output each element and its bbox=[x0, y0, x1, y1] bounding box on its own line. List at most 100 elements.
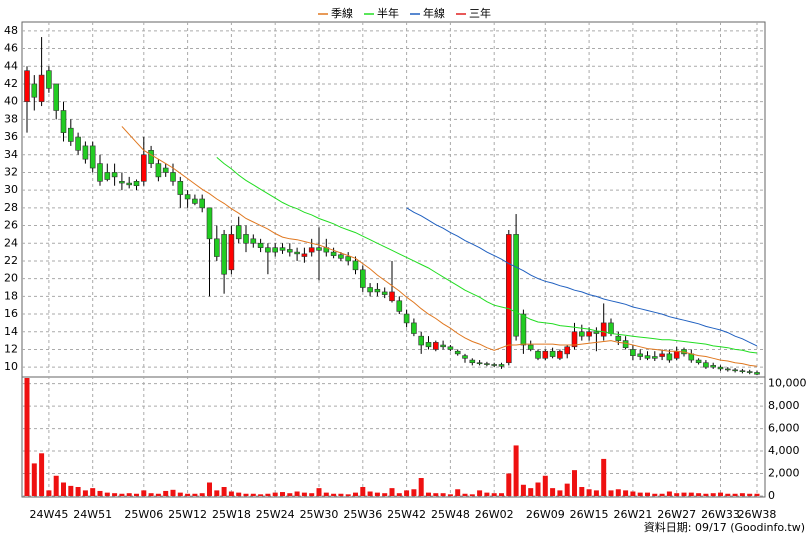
candle-body bbox=[615, 335, 622, 341]
candle-body bbox=[316, 247, 322, 251]
y2-tick-label: 8,000 bbox=[768, 399, 800, 412]
candle-body bbox=[549, 350, 556, 357]
candle-body bbox=[367, 287, 373, 293]
volume-bar bbox=[104, 492, 110, 496]
x-tick-label: 24W45 bbox=[29, 508, 68, 521]
candle-body bbox=[345, 256, 352, 262]
volume-bar bbox=[382, 493, 388, 496]
volume-bar bbox=[404, 490, 410, 496]
candle-body bbox=[571, 331, 578, 348]
ma-line bbox=[216, 157, 758, 354]
candle-body bbox=[111, 172, 118, 178]
volume-bar bbox=[396, 493, 402, 496]
volume-bar bbox=[615, 489, 621, 496]
y2-tick-label: 4,000 bbox=[768, 444, 800, 457]
volume-bar bbox=[688, 492, 694, 496]
legend-label: 季線 bbox=[331, 6, 353, 20]
volume-bar bbox=[75, 487, 81, 496]
volume-bar bbox=[513, 445, 519, 496]
volume-bar bbox=[258, 494, 264, 496]
volume-bar bbox=[623, 490, 629, 496]
volume-bar bbox=[287, 493, 293, 496]
candle-body bbox=[469, 359, 476, 364]
x-tick-label: 26W38 bbox=[738, 508, 777, 521]
candle-body bbox=[491, 364, 498, 366]
candle-body bbox=[46, 70, 52, 89]
volume-bar bbox=[506, 473, 512, 496]
volume-bar bbox=[447, 494, 453, 496]
candle-body bbox=[703, 362, 709, 368]
volume-bar bbox=[39, 453, 45, 496]
volume-bar bbox=[31, 463, 37, 496]
y2-tick-label: 6,000 bbox=[768, 422, 800, 435]
candle-body bbox=[710, 365, 717, 368]
volume-bar bbox=[301, 492, 307, 496]
candle-body bbox=[520, 313, 527, 346]
candle-body bbox=[746, 371, 753, 373]
volume-bar bbox=[433, 493, 439, 496]
candle-body bbox=[141, 154, 147, 182]
volume-bar bbox=[477, 490, 483, 496]
volume-bar bbox=[418, 478, 424, 496]
y-tick-label: 12 bbox=[4, 342, 18, 355]
candle-body bbox=[425, 342, 432, 348]
volume-bar bbox=[331, 493, 337, 496]
volume-bar bbox=[535, 482, 541, 496]
volume-bar bbox=[126, 493, 132, 496]
y-tick-label: 16 bbox=[4, 307, 18, 320]
volume-bar bbox=[46, 490, 52, 496]
candle-body bbox=[484, 363, 490, 365]
volume-bar bbox=[666, 491, 672, 496]
candle-body bbox=[578, 331, 585, 337]
y-tick-label: 30 bbox=[4, 183, 18, 196]
candle-body bbox=[104, 172, 111, 180]
volume-bar bbox=[345, 494, 351, 496]
volume-bar bbox=[674, 493, 680, 496]
candle-body bbox=[542, 350, 549, 359]
volume-bar bbox=[754, 493, 760, 496]
candle-body bbox=[557, 350, 563, 359]
candle-body bbox=[359, 269, 366, 288]
candle-body bbox=[286, 249, 293, 253]
candle-body bbox=[24, 70, 30, 102]
candle-body bbox=[498, 364, 505, 367]
volume-bar bbox=[389, 488, 395, 496]
candle-body bbox=[257, 242, 264, 248]
x-tick-label: 26W21 bbox=[613, 508, 652, 521]
volume-bar bbox=[374, 492, 380, 496]
volume-bar bbox=[645, 492, 650, 496]
plot-frame bbox=[21, 21, 766, 498]
y-tick-label: 38 bbox=[4, 112, 18, 125]
candle-body bbox=[97, 163, 103, 182]
volume-bar bbox=[199, 493, 205, 496]
candle-body bbox=[250, 238, 257, 244]
volume-bar bbox=[192, 493, 198, 496]
candle-body bbox=[177, 181, 184, 195]
candle-body bbox=[381, 291, 388, 295]
volume-bar bbox=[177, 492, 183, 496]
x-tick-label: 25W18 bbox=[212, 508, 251, 521]
volume-bar bbox=[61, 482, 66, 496]
candle-body bbox=[411, 322, 417, 334]
volume-bar bbox=[586, 489, 592, 496]
y-tick-label: 10 bbox=[4, 360, 18, 373]
x-tick-label: 26W27 bbox=[657, 508, 696, 521]
volume-bar bbox=[411, 489, 417, 496]
x-tick-label: 25W12 bbox=[168, 508, 207, 521]
candle-body bbox=[659, 353, 665, 357]
candle-body bbox=[432, 342, 439, 350]
candle-body bbox=[739, 370, 746, 372]
volume-bar bbox=[53, 475, 59, 496]
candle-body bbox=[564, 346, 571, 355]
candle-body bbox=[651, 356, 658, 359]
candle-body bbox=[301, 253, 308, 257]
candle-body bbox=[214, 238, 220, 257]
candle-body bbox=[630, 349, 636, 356]
y-tick-label: 20 bbox=[4, 272, 18, 285]
candle-body bbox=[352, 260, 359, 271]
y-tick-label: 40 bbox=[4, 95, 18, 108]
volume-bar bbox=[112, 493, 118, 496]
volume-bar bbox=[696, 493, 702, 496]
legend-label: 年線 bbox=[423, 6, 445, 20]
volume-bar bbox=[469, 494, 475, 496]
